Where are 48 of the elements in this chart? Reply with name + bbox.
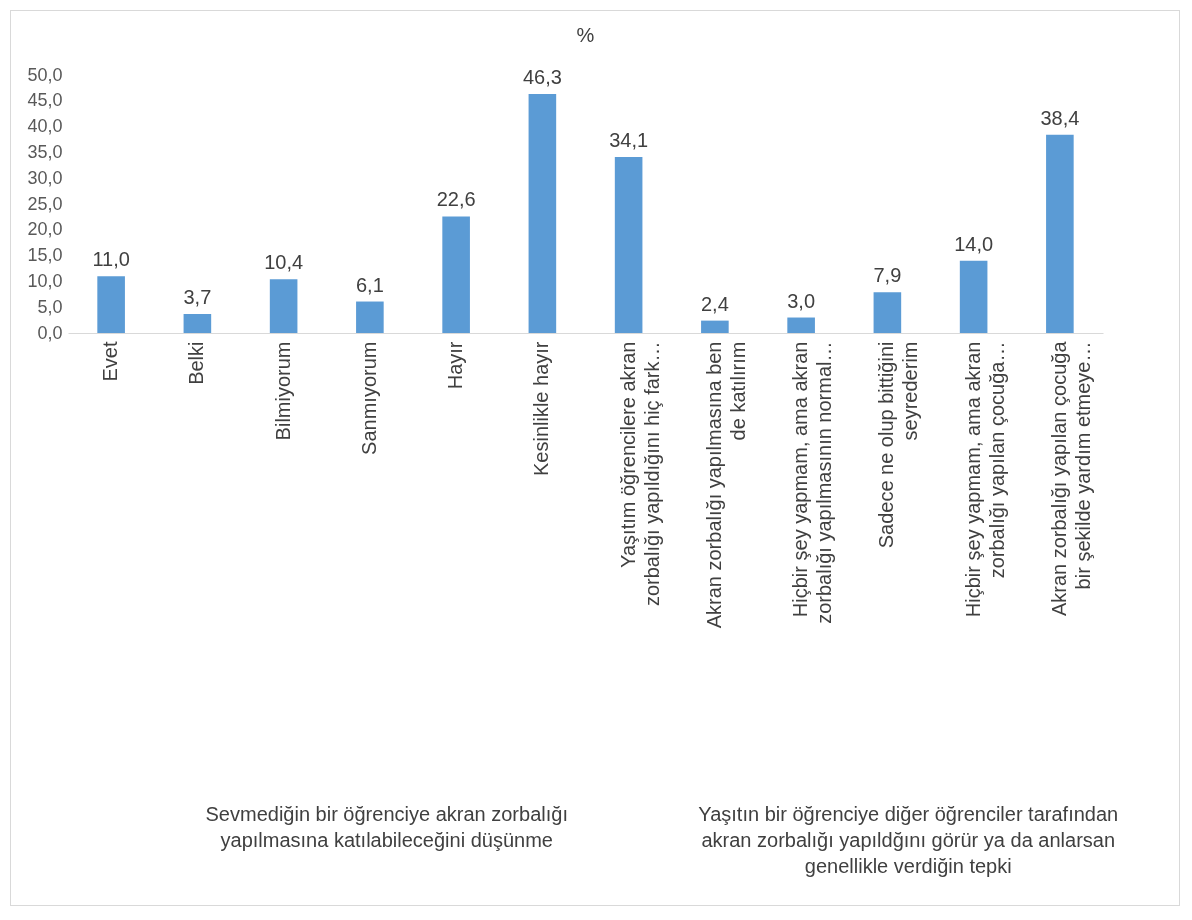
x-tick-label: Sanmıyorum <box>357 341 380 455</box>
chart-title: % <box>576 24 595 46</box>
y-tick-label: 15,0 <box>27 245 63 266</box>
bar <box>614 157 643 333</box>
data-label: 38,4 <box>1040 106 1080 129</box>
bar <box>959 260 988 333</box>
text: Yaşıtın bir öğrenciye diğer öğrenciler tarafından akran zorbalığı yapıldğını görür ya da anlarsan genellikle verdiğin tepki <box>697 802 1120 879</box>
x-tick-label: Bilmiyorum <box>271 341 294 441</box>
y-tick-label: 45,0 <box>27 90 63 111</box>
x-tick-label: Kesinlikle hayır <box>530 341 553 477</box>
bar <box>183 313 212 333</box>
bar <box>97 276 125 333</box>
data-label: 10,4 <box>264 251 304 274</box>
y-tick-label: 5,0 <box>37 296 63 317</box>
data-label: 6,1 <box>355 273 384 296</box>
data-label: 3,0 <box>787 289 816 312</box>
data-label: 22,6 <box>436 188 476 211</box>
data-label: 46,3 <box>522 66 562 89</box>
data-label: 2,4 <box>700 292 729 315</box>
bar <box>356 301 384 333</box>
y-tick-label: 20,0 <box>27 219 63 240</box>
bar <box>701 320 729 333</box>
x-tick-label: Belki <box>185 341 208 385</box>
x-tick-label: Hayır <box>444 341 467 390</box>
x-tick-label: Hiçbir şey yapmam, ama akran zorbalığı yapılmasının normal… <box>789 341 836 624</box>
y-tick-label: 0,0 <box>37 322 63 343</box>
data-label: 7,9 <box>873 264 902 287</box>
y-tick-label: 10,0 <box>27 270 63 291</box>
bar <box>1046 134 1074 333</box>
data-label: 3,7 <box>183 285 212 308</box>
y-tick-label: 25,0 <box>27 193 63 214</box>
bar <box>269 279 298 333</box>
data-label: 11,0 <box>92 248 130 271</box>
x-tick-label: Akran zorbalığı yapılan çocuğa bir şekilde yardım etmeye… <box>1047 340 1094 617</box>
x-tick-label: Yaşıtım öğrencilere akran zorbalığı yapıldığını hiç fark… <box>616 341 663 607</box>
data-label: 34,1 <box>609 129 649 152</box>
x-tick-label: Evet <box>99 341 122 382</box>
bar <box>442 216 470 333</box>
y-tick-label: 40,0 <box>27 116 63 137</box>
text: Sevmediğin bir öğrenciye akran zorbalığı yapılmasına katılabileceğini düşünme <box>204 802 569 853</box>
bar <box>528 94 557 333</box>
y-tick-label: 50,0 <box>27 64 63 85</box>
y-tick-label: 30,0 <box>27 167 63 188</box>
y-tick-label: 35,0 <box>27 141 63 162</box>
bar <box>873 292 902 333</box>
x-tick-label: Hiçbir şey yapmam, ama akran zorbalığı yapılan çocuğa… <box>961 341 1008 618</box>
data-label: 14,0 <box>954 232 994 255</box>
bar <box>787 317 815 333</box>
